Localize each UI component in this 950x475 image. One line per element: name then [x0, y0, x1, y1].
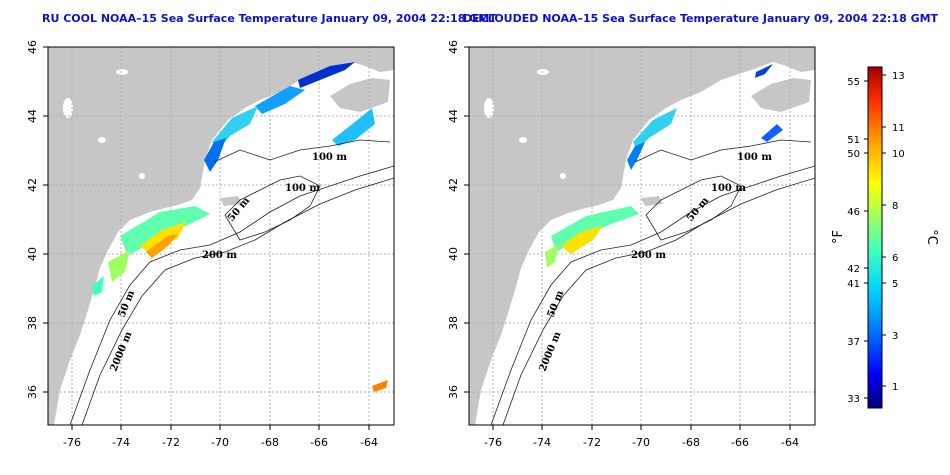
- contour-label: 100 m: [737, 152, 772, 163]
- x-tick-label: -74: [533, 436, 551, 449]
- depth-contour: [490, 165, 815, 425]
- sst-map-raw: 100 m 100 m 50 m 200 m 50 m 2000 m -76 -…: [26, 40, 395, 449]
- lake: [519, 137, 527, 143]
- temperature-colorbar: 55 51 50 46 42 41 37 33 13 11 10 8 6 5 3…: [831, 66, 939, 409]
- x-tick-label: -66: [731, 436, 749, 449]
- y-tick-label: 38: [26, 316, 39, 330]
- celsius-unit: °C: [924, 229, 939, 245]
- fahrenheit-label: 37: [847, 337, 860, 348]
- y-tick-label: 46: [447, 40, 460, 54]
- lake: [116, 69, 128, 75]
- y-tick-label: 44: [26, 109, 39, 123]
- title-left: RU COOL NOAA–15 Sea Surface Temperature …: [42, 12, 497, 25]
- title-right: DECLOUDED NOAA–15 Sea Surface Temperatur…: [463, 12, 939, 25]
- fahrenheit-label: 51: [847, 135, 860, 146]
- sst-swath: [761, 124, 783, 142]
- lake: [63, 98, 73, 118]
- x-tick-label: -72: [583, 436, 601, 449]
- x-tick-label: -72: [162, 436, 180, 449]
- land-mass: [48, 47, 394, 425]
- fahrenheit-label: 33: [847, 394, 860, 405]
- depth-contour: [502, 177, 815, 425]
- y-tick-label: 36: [26, 385, 39, 399]
- celsius-label: 8: [892, 201, 898, 212]
- contour-label: 200 m: [631, 250, 666, 261]
- sst-map-declouded: 100 m 100 m 50 m 200 m 50 m 2000 m -76 -…: [447, 40, 816, 449]
- land-mass: [469, 47, 815, 425]
- celsius-label: 11: [892, 123, 905, 134]
- fahrenheit-unit: °F: [831, 230, 846, 244]
- sst-swath: [561, 226, 603, 254]
- y-tick-label: 42: [447, 178, 460, 192]
- depth-contour: [69, 165, 394, 425]
- fahrenheit-label: 55: [847, 77, 860, 88]
- y-tick-label: 40: [26, 247, 39, 261]
- lake: [98, 137, 106, 143]
- depth-contour: [213, 139, 391, 163]
- lake: [537, 69, 549, 75]
- sst-swath: [332, 108, 375, 146]
- sst-swath: [255, 86, 305, 114]
- land-mass: [751, 78, 811, 112]
- y-tick-label: 40: [447, 247, 460, 261]
- sst-swath: [146, 234, 178, 258]
- x-tick-label: -70: [211, 436, 229, 449]
- fahrenheit-label: 42: [847, 264, 860, 275]
- sst-swath: [108, 250, 130, 282]
- sst-swath: [372, 380, 388, 392]
- x-tick-label: -70: [632, 436, 650, 449]
- x-tick-label: -68: [682, 436, 700, 449]
- x-tick-label: -74: [112, 436, 130, 449]
- sst-swath: [298, 62, 355, 88]
- contour-label: 200 m: [202, 250, 237, 261]
- x-tick-label: -68: [261, 436, 279, 449]
- y-tick-label: 46: [26, 40, 39, 54]
- contour-label: 100 m: [285, 183, 320, 194]
- y-tick-label: 36: [447, 385, 460, 399]
- celsius-label: 6: [892, 253, 898, 264]
- depth-contour: [224, 175, 321, 241]
- sst-swath: [755, 64, 773, 78]
- celsius-label: 3: [892, 331, 898, 342]
- y-tick-label: 42: [26, 178, 39, 192]
- celsius-label: 10: [892, 149, 905, 160]
- contour-label: 100 m: [711, 183, 746, 194]
- colorbar-gradient: [867, 66, 883, 409]
- y-tick-label: 44: [447, 109, 460, 123]
- contour-label: 100 m: [312, 152, 347, 163]
- lake: [484, 98, 494, 118]
- fahrenheit-label: 50: [847, 149, 860, 160]
- sst-swath: [633, 108, 677, 150]
- x-tick-label: -76: [484, 436, 502, 449]
- fahrenheit-label: 46: [847, 207, 860, 218]
- sst-swath: [627, 142, 645, 170]
- sst-swath: [140, 222, 186, 254]
- x-tick-label: -66: [310, 436, 328, 449]
- lake: [560, 173, 566, 179]
- land-mass: [330, 78, 390, 112]
- y-tick-label: 38: [447, 316, 460, 330]
- celsius-label: 13: [892, 71, 905, 82]
- sst-swath: [204, 138, 226, 172]
- x-tick-label: -64: [781, 436, 799, 449]
- sst-swath: [545, 244, 559, 268]
- fahrenheit-label: 41: [847, 279, 860, 290]
- depth-contour: [645, 175, 742, 241]
- depth-contour: [81, 177, 394, 425]
- celsius-label: 1: [892, 382, 898, 393]
- x-tick-label: -64: [360, 436, 378, 449]
- x-tick-label: -76: [63, 436, 81, 449]
- depth-contour: [634, 139, 812, 163]
- sst-swath: [92, 276, 104, 296]
- celsius-label: 5: [892, 279, 898, 290]
- lake: [139, 173, 145, 179]
